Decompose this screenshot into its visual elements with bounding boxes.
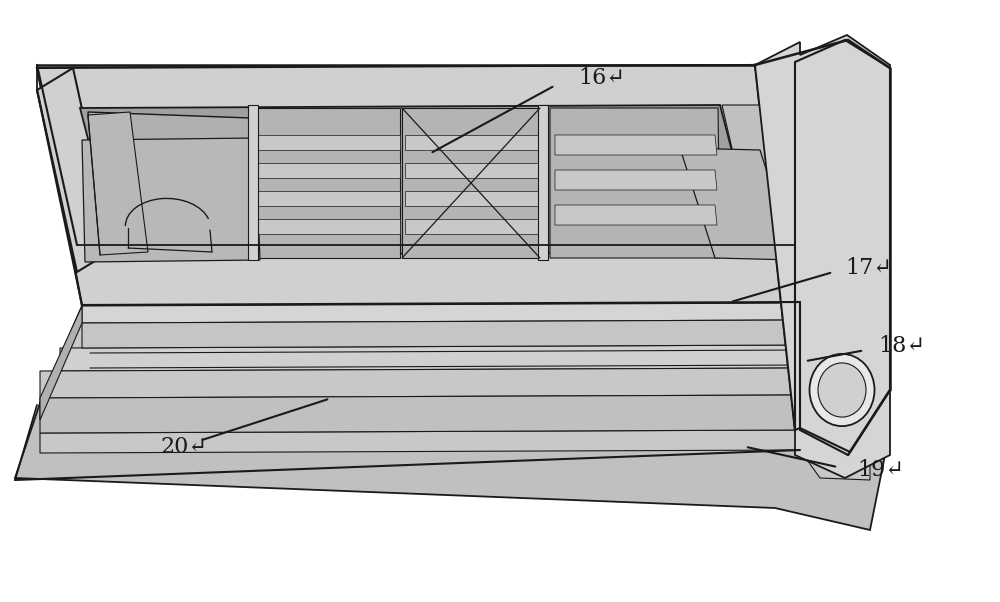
Polygon shape [60, 345, 800, 371]
Polygon shape [80, 105, 758, 255]
Text: 20↵: 20↵ [160, 436, 207, 458]
Polygon shape [550, 108, 720, 258]
Polygon shape [37, 65, 795, 248]
Polygon shape [40, 430, 870, 480]
Polygon shape [37, 65, 800, 306]
Polygon shape [40, 306, 82, 420]
Polygon shape [555, 170, 717, 190]
Polygon shape [88, 112, 148, 255]
Polygon shape [15, 403, 885, 530]
Text: 18↵: 18↵ [878, 335, 925, 357]
Polygon shape [252, 191, 400, 206]
Polygon shape [795, 218, 882, 268]
Polygon shape [40, 395, 800, 433]
Polygon shape [252, 135, 400, 150]
Polygon shape [755, 65, 885, 455]
Polygon shape [405, 191, 538, 206]
Polygon shape [795, 265, 882, 455]
Polygon shape [402, 108, 540, 258]
Text: 17↵: 17↵ [845, 257, 892, 279]
Ellipse shape [810, 354, 874, 426]
Polygon shape [680, 148, 795, 260]
Polygon shape [82, 138, 260, 262]
Polygon shape [795, 42, 885, 375]
Polygon shape [37, 68, 113, 272]
Text: 16↵: 16↵ [578, 67, 625, 89]
Polygon shape [252, 219, 400, 234]
Polygon shape [555, 135, 717, 155]
Polygon shape [40, 303, 885, 455]
Polygon shape [722, 105, 795, 248]
Polygon shape [405, 135, 538, 150]
Polygon shape [40, 368, 800, 398]
Polygon shape [82, 303, 800, 323]
Polygon shape [88, 112, 250, 258]
Polygon shape [405, 163, 538, 178]
Polygon shape [538, 105, 548, 260]
Polygon shape [252, 108, 400, 258]
Polygon shape [248, 105, 258, 260]
Polygon shape [795, 68, 882, 268]
Polygon shape [252, 163, 400, 178]
Text: 19↵: 19↵ [857, 459, 904, 480]
Ellipse shape [818, 363, 866, 417]
Polygon shape [555, 205, 717, 225]
Polygon shape [795, 40, 890, 452]
Polygon shape [405, 219, 538, 234]
Polygon shape [82, 320, 800, 348]
Polygon shape [755, 35, 890, 478]
